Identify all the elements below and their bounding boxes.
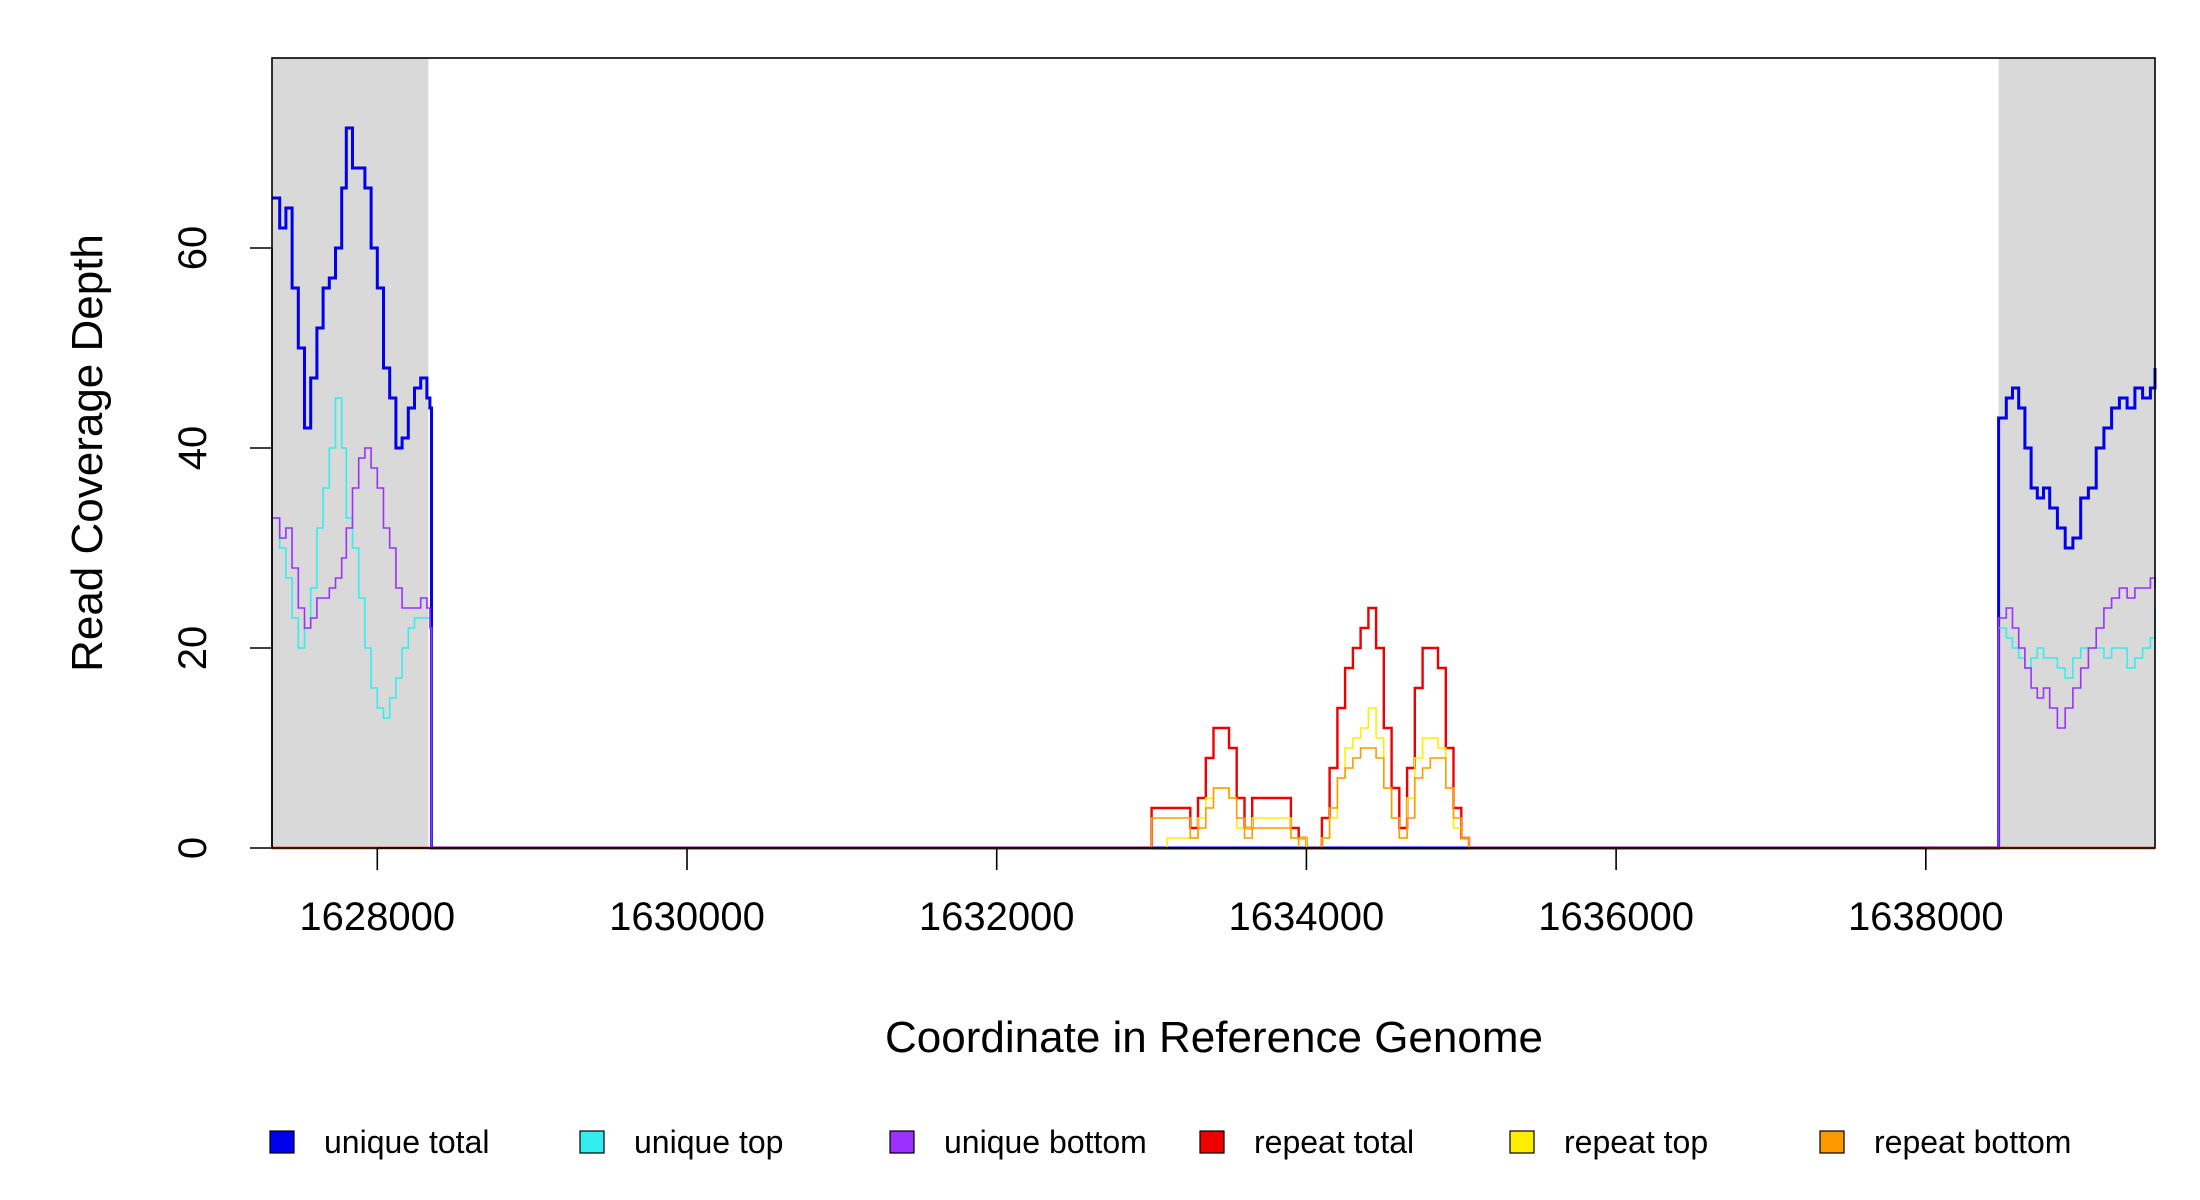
y-axis: 0 20 40 60	[171, 226, 273, 859]
legend-item: repeat top	[1509, 1124, 1708, 1160]
x-tick-label: 1630000	[609, 895, 765, 939]
y-tick-label: 20	[171, 626, 215, 671]
x-axis-title: Coordinate in Reference Genome	[885, 1013, 1543, 1062]
legend-label: repeat total	[1254, 1124, 1414, 1160]
shaded-region-1	[272, 58, 429, 848]
legend-swatch	[889, 1130, 915, 1154]
legend-item: unique top	[579, 1124, 783, 1160]
legend-label: unique top	[634, 1124, 783, 1160]
y-tick-label: 40	[171, 426, 215, 471]
legend-swatch	[1509, 1130, 1535, 1154]
series-line-unique-top	[272, 397, 2156, 849]
y-tick-label: 60	[171, 226, 215, 271]
legend-item: unique total	[269, 1124, 489, 1160]
legend-item: repeat bottom	[1819, 1124, 2071, 1160]
legend: unique total unique top unique bottom repea…	[269, 1124, 2071, 1160]
legend-swatch	[1819, 1130, 1845, 1154]
shaded-region-2	[1998, 58, 2155, 848]
legend-swatch	[1199, 1130, 1225, 1154]
y-tick-label: 0	[171, 837, 215, 859]
legend-label: unique total	[324, 1124, 489, 1160]
legend-item: unique bottom	[889, 1124, 1147, 1160]
legend-swatch	[269, 1130, 295, 1154]
x-tick-label: 1632000	[919, 895, 1075, 939]
x-tick-label: 1638000	[1848, 895, 2004, 939]
legend-swatch	[579, 1130, 605, 1154]
x-tick-label: 1636000	[1538, 895, 1694, 939]
legend-label: repeat top	[1564, 1124, 1708, 1160]
x-axis: 1628000 1630000 1632000 1634000 1636000 16380…	[299, 847, 2004, 939]
series-lines	[272, 126, 2157, 850]
x-tick-label: 1628000	[299, 895, 455, 939]
shaded-regions	[272, 58, 2155, 848]
legend-label: unique bottom	[944, 1124, 1147, 1160]
y-axis-title: Read Coverage Depth	[63, 234, 112, 672]
series-line-repeat-bottom	[272, 747, 2155, 849]
legend-label: repeat bottom	[1874, 1124, 2071, 1160]
x-tick-label: 1634000	[1229, 895, 1385, 939]
legend-item: repeat total	[1199, 1124, 1414, 1160]
series-line-repeat-total	[272, 606, 2155, 850]
